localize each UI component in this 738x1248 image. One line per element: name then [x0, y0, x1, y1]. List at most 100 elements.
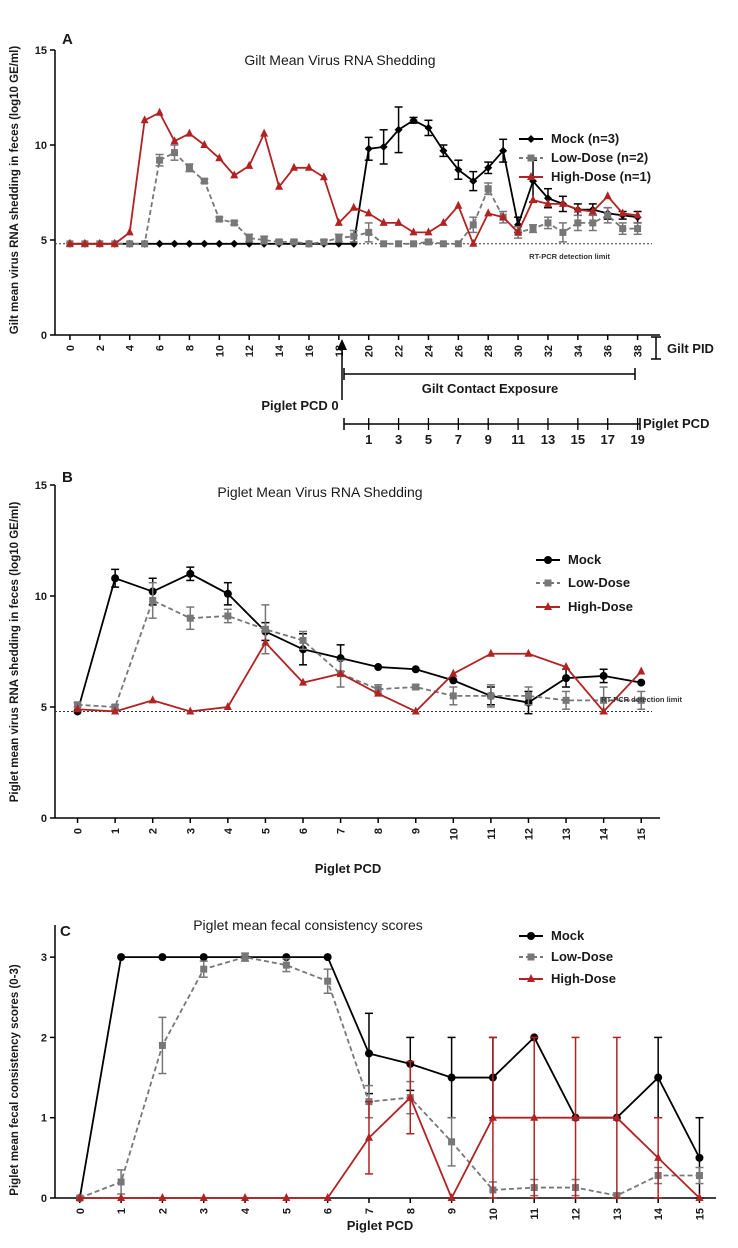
data-point — [320, 238, 328, 246]
data-point — [439, 240, 447, 248]
data-point — [406, 1092, 415, 1101]
data-point — [245, 160, 254, 169]
x-tick-label: 14 — [274, 344, 286, 357]
data-point — [299, 636, 307, 644]
data-point — [447, 1073, 456, 1082]
x-tick-label: 1 — [116, 1208, 128, 1214]
x-tick-label: 6 — [298, 828, 310, 834]
data-point — [111, 574, 120, 583]
data-point — [149, 596, 157, 604]
data-point — [411, 665, 420, 674]
data-point — [230, 239, 239, 248]
series-high-dose — [73, 637, 646, 715]
legend-low-dose: Low-Dose — [551, 949, 613, 964]
data-point — [411, 706, 420, 715]
data-point — [111, 706, 120, 715]
data-point — [200, 140, 209, 148]
series-line — [76, 572, 642, 712]
data-point — [603, 191, 612, 200]
data-point — [200, 177, 208, 185]
piglet-pcd-label: Piglet PCD — [643, 416, 709, 431]
data-point — [439, 146, 448, 155]
x-tick-label: 2 — [157, 1208, 169, 1214]
data-point — [544, 219, 552, 227]
gilt-pid-label: Gilt PID — [667, 341, 714, 356]
legend-mock: Mock (n=3) — [551, 131, 619, 146]
pcd-tick-label: 15 — [571, 432, 585, 447]
x-tick-label: 2 — [148, 828, 160, 834]
series-high-dose-n-1- — [65, 107, 642, 247]
data-point — [488, 1112, 497, 1121]
x-tick-label: 20 — [364, 345, 376, 357]
data-point — [558, 198, 567, 207]
y-tick-label: 2 — [41, 1032, 47, 1044]
panel-b-xlabel: Piglet PCD — [315, 861, 381, 876]
data-point — [379, 217, 388, 226]
panel-c: C Piglet mean fecal consistency scores P… — [9, 917, 716, 1233]
data-point — [600, 696, 608, 704]
data-point — [364, 208, 373, 217]
data-point — [223, 589, 232, 598]
data-point — [155, 239, 164, 248]
data-point — [499, 212, 508, 221]
data-point — [299, 677, 308, 686]
series-high-dose — [75, 1036, 704, 1201]
data-point — [80, 238, 89, 247]
data-point — [395, 240, 403, 248]
series-line — [77, 599, 642, 708]
data-point — [282, 1193, 291, 1201]
data-point — [486, 648, 495, 657]
data-point — [200, 965, 208, 973]
panel-c-title: Piglet mean fecal consistency scores — [193, 917, 423, 933]
x-tick-label: 22 — [394, 345, 406, 357]
data-point — [215, 153, 224, 162]
data-point — [588, 206, 597, 215]
data-point — [447, 1193, 456, 1201]
data-point — [562, 662, 571, 671]
panel-a-ylabel: Gilt mean virus RNA shedding in feces (l… — [9, 46, 21, 335]
data-point — [484, 208, 493, 217]
series-line — [79, 1096, 701, 1201]
x-tick-label: 3 — [185, 828, 197, 834]
x-tick-label: 1 — [110, 828, 122, 834]
data-point — [469, 221, 477, 229]
data-point — [524, 648, 533, 657]
x-tick-label: 16 — [304, 345, 316, 357]
x-tick-label: 13 — [561, 828, 573, 840]
data-point — [241, 953, 249, 961]
data-point — [241, 1193, 250, 1201]
data-point — [170, 136, 179, 145]
data-point — [424, 227, 433, 236]
data-point — [148, 695, 157, 704]
data-point — [275, 238, 283, 246]
y-tick-label: 5 — [41, 235, 47, 247]
x-tick-label: 7 — [336, 828, 348, 834]
data-point — [394, 125, 403, 134]
piglet-pcd-ticks: 1 3 5 7 9 11 13 15 17 19 — [365, 418, 645, 447]
data-point — [125, 227, 134, 236]
x-tick-label: 5 — [260, 828, 272, 834]
pcd-tick-label: 3 — [395, 432, 402, 447]
panel-c-xlabel: Piglet PCD — [347, 1218, 413, 1233]
series-mock — [73, 566, 646, 716]
data-point — [529, 225, 537, 233]
data-point — [599, 671, 608, 680]
data-point — [574, 219, 582, 227]
legend-marker — [527, 953, 535, 961]
data-point — [637, 696, 645, 704]
x-tick-label: 8 — [184, 345, 196, 351]
data-point — [604, 211, 612, 219]
legend-high-dose: High-Dose (n=1) — [551, 169, 651, 184]
contact-exposure-label: Gilt Contact Exposure — [422, 381, 559, 396]
y-tick-label: 15 — [35, 480, 47, 492]
data-point — [637, 666, 646, 675]
panel-b-ylabel: Piglet mean virus RNA shedding in feces … — [9, 502, 21, 803]
data-point — [448, 1138, 456, 1146]
series-low-dose-n-2- — [66, 144, 642, 248]
gilt-axis-annotations: Gilt PID Gilt Contact Exposure Piglet PC… — [261, 336, 714, 447]
data-point — [230, 170, 239, 179]
data-point — [573, 204, 582, 213]
data-point — [454, 240, 462, 248]
x-tick-label: 12 — [523, 828, 535, 840]
x-tick-label: 9 — [411, 828, 423, 834]
